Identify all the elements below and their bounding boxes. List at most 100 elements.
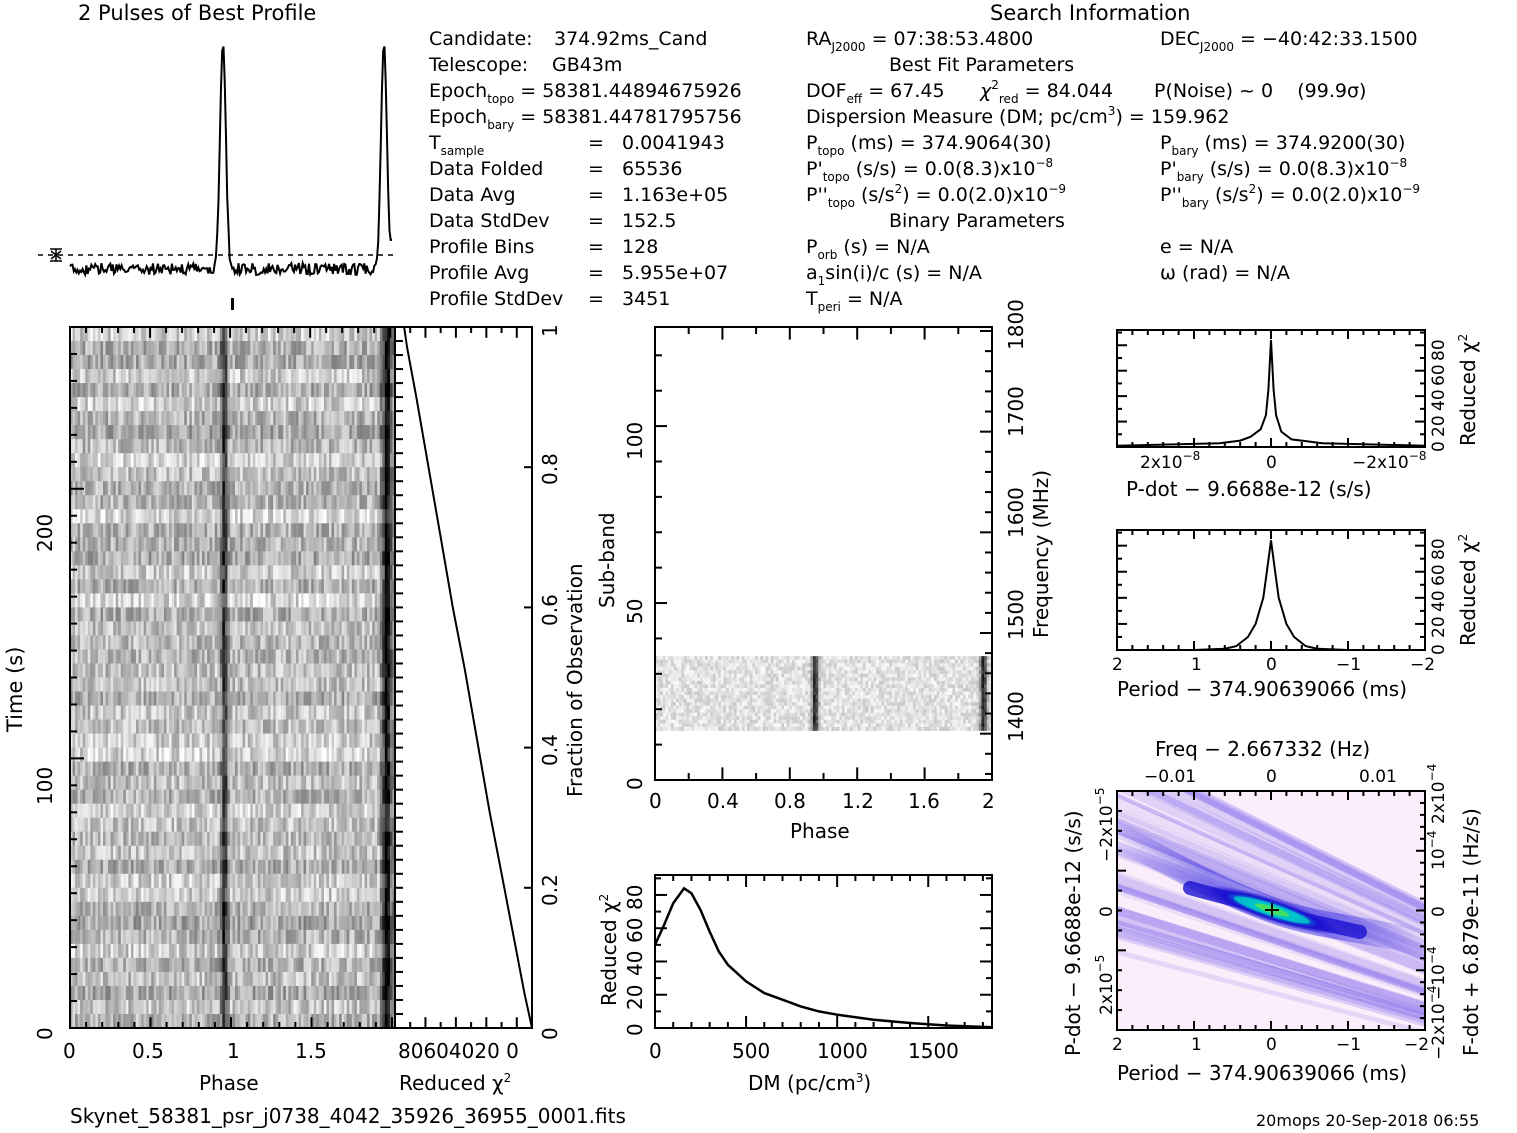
tp-cell — [242, 733, 246, 748]
tp-cell — [255, 635, 259, 650]
tp-cell — [229, 803, 233, 819]
tp-cell — [318, 747, 322, 763]
tp-cell — [372, 523, 376, 538]
tp-cell — [219, 845, 223, 861]
tp-cell — [372, 635, 376, 650]
tp-cell — [339, 649, 343, 664]
tp-cell — [143, 495, 147, 510]
tp-cell — [288, 425, 292, 440]
tp-cell — [118, 635, 122, 650]
tp-cell — [379, 537, 383, 552]
tp-cell — [392, 327, 396, 342]
tp-cell — [153, 565, 157, 580]
tp-cell — [92, 831, 96, 847]
tp-cell — [364, 677, 368, 692]
tp-cell — [270, 677, 274, 692]
tp-cell — [349, 341, 353, 356]
tp-cell — [326, 355, 330, 370]
tp-cell — [321, 663, 325, 678]
tp-cell — [288, 677, 292, 692]
tp-cell — [156, 859, 160, 875]
tp-cell — [196, 677, 200, 692]
tp-cell — [351, 691, 355, 706]
tp-cell — [392, 565, 396, 580]
tp-cell — [326, 747, 330, 763]
tp-cell — [245, 845, 249, 861]
tp-cell — [82, 579, 86, 594]
tp-cell — [237, 397, 241, 412]
tp-cell — [364, 635, 368, 650]
tp-cell — [247, 453, 251, 468]
tp-cell — [169, 369, 172, 384]
tp-cell — [82, 845, 86, 861]
tp-cell — [209, 691, 213, 706]
tp-cell — [275, 649, 279, 664]
tp-cell — [341, 803, 345, 819]
tp-cell — [308, 341, 312, 356]
tp-cell — [224, 327, 228, 342]
tp-cell — [224, 635, 228, 650]
tp-cell — [295, 411, 299, 426]
tp-cell — [202, 845, 205, 861]
tp-cell — [260, 831, 264, 847]
tp-cell — [125, 495, 129, 510]
tp-cell — [103, 579, 106, 594]
tp-cell — [186, 439, 190, 454]
tp-cell — [313, 355, 317, 370]
tp-cell — [138, 845, 142, 861]
tp-cell — [199, 859, 203, 875]
tp-cell — [130, 453, 134, 468]
tp-cell — [123, 523, 127, 538]
tp-cell — [108, 803, 112, 819]
tp-cell — [100, 831, 104, 847]
tp-cell — [293, 677, 297, 692]
tp-cell — [367, 663, 371, 678]
tp-cell — [118, 355, 122, 370]
tp-cell — [115, 803, 119, 819]
tp-cell — [308, 761, 312, 777]
tp-cell — [389, 677, 393, 692]
tp-cell — [331, 565, 335, 580]
tp-cell — [161, 523, 165, 538]
tp-cell — [103, 817, 106, 833]
tp-cell — [349, 383, 353, 398]
tp-cell — [77, 775, 81, 791]
tp-cell — [379, 789, 383, 805]
tp-cell — [369, 509, 373, 524]
tp-cell — [217, 705, 221, 720]
tp-cell — [382, 789, 386, 805]
tp-cell — [334, 859, 337, 875]
tp-cell — [97, 817, 101, 833]
tp-cell — [163, 761, 167, 777]
tp-cell — [77, 677, 81, 692]
tp-cell — [202, 453, 205, 468]
tp-cell — [169, 467, 172, 482]
tp-cell — [151, 425, 155, 440]
tp-cell — [202, 663, 205, 678]
tp-cell — [128, 481, 132, 496]
tp-cell — [163, 369, 167, 384]
tp-cell — [270, 369, 274, 384]
tp-cell — [349, 579, 353, 594]
tp-cell — [184, 817, 188, 833]
tp-cell — [344, 467, 348, 482]
tp-cell — [247, 817, 251, 833]
tp-cell — [166, 747, 170, 763]
tp-cell — [100, 775, 104, 791]
tp-cell — [308, 509, 312, 524]
tp-cell — [118, 341, 122, 356]
tp-cell — [189, 411, 193, 426]
tp-cell — [323, 831, 327, 847]
tp-cell — [242, 327, 246, 342]
tp-cell — [359, 789, 363, 805]
tp-cell — [369, 691, 373, 706]
tp-cell — [105, 341, 109, 356]
tp-cell — [290, 537, 294, 552]
tp-cell — [166, 341, 170, 356]
tp-cell — [303, 537, 307, 552]
tp-cell — [199, 775, 203, 791]
tp-cell — [252, 355, 256, 370]
tp-cell — [341, 509, 345, 524]
tp-cell — [275, 859, 279, 875]
tp-cell — [130, 467, 134, 482]
